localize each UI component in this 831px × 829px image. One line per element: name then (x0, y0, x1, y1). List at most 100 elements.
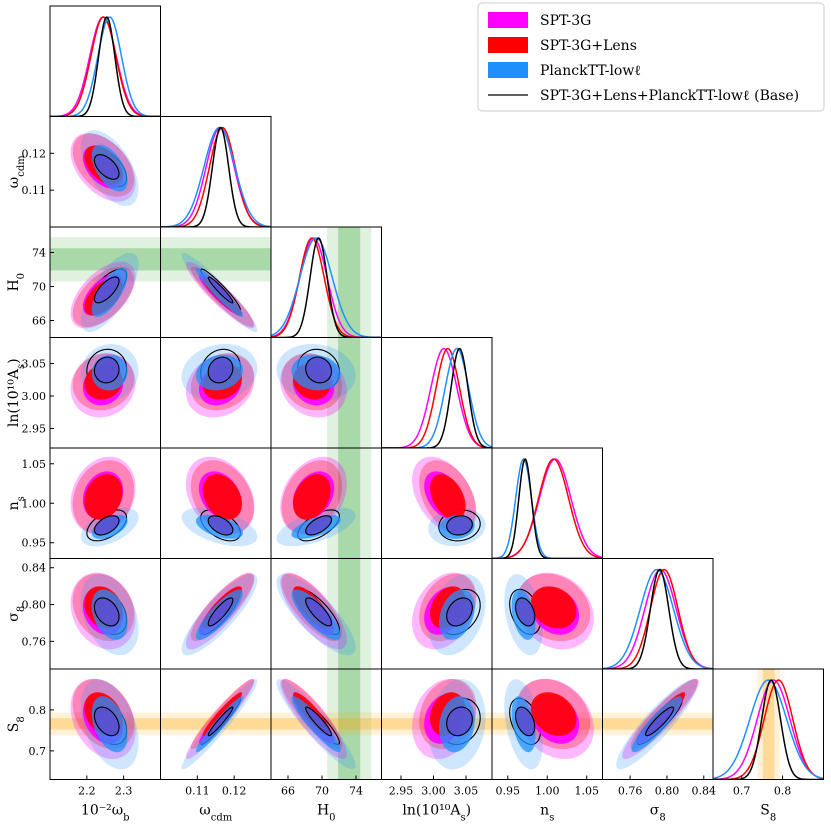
panel-content (602, 678, 713, 770)
panel-content (50, 237, 161, 333)
y-tick-label: 0.80 (22, 599, 47, 612)
panel-H0-ombh2: 66 70 74 H0 (6, 226, 161, 338)
panel-content (492, 457, 603, 559)
panel-ns-ns (491, 447, 603, 559)
panel-H0-H0 (270, 226, 382, 338)
posterior-1d-3 (381, 347, 492, 448)
contour-68-3 (207, 276, 234, 304)
posterior-1d-1 (50, 16, 161, 117)
contour-68-3 (305, 515, 333, 536)
y-tick-label: 1.05 (22, 458, 47, 471)
contour-68-1 (293, 474, 331, 520)
H0-prior-band-h (50, 237, 161, 282)
contour-68-1 (530, 692, 577, 736)
panel-content (492, 678, 603, 770)
x-tick-label: 2.3 (115, 785, 133, 798)
y-tick-label: 3.00 (22, 390, 47, 403)
posterior-1d-2 (492, 458, 603, 559)
posterior-1d-2 (381, 347, 492, 448)
contour-68-3 (446, 597, 473, 627)
y-tick-label: 0.12 (22, 147, 47, 160)
panel-sigma8-logA (381, 558, 493, 670)
x-tick-label: 0.84 (692, 785, 717, 798)
panel-content (713, 669, 824, 780)
panel-S8-H0: 66 70 74 H0 (270, 668, 382, 823)
x-tick-label: 3.00 (421, 785, 446, 798)
x-tick-label: 0.8 (774, 785, 792, 798)
panel-content (276, 448, 372, 559)
panel-content (181, 456, 258, 547)
y-tick-label: 3.05 (22, 358, 47, 371)
panel-sigma8-ombh2: 0.76 0.80 0.84 σ8 (6, 558, 161, 670)
panel-sigma8-sigma8 (602, 558, 714, 670)
H0-prior-band-v (327, 669, 372, 780)
contour-68-3 (514, 597, 536, 627)
panel-content (271, 669, 382, 780)
contour-68-3 (645, 706, 675, 737)
panel-content (50, 678, 161, 770)
x-axis-label: ln(10¹⁰As) (402, 803, 471, 824)
panel-frame (602, 558, 714, 670)
contour-68-3 (207, 356, 234, 384)
y-tick-label: 0.8 (29, 704, 47, 717)
contour-68-3 (305, 597, 333, 627)
posterior-1d-1 (602, 568, 713, 669)
contour-68-3 (207, 706, 234, 737)
panel-content (160, 126, 271, 227)
posterior-1d-0 (50, 16, 161, 117)
y-tick-label: 0.84 (22, 562, 47, 575)
panel-content (70, 130, 139, 206)
H0-prior-band-v (338, 448, 361, 559)
panel-content (70, 572, 139, 656)
panel-content (160, 678, 271, 770)
panel-content (50, 16, 161, 117)
contour-68-3 (207, 597, 234, 627)
posterior-1d-2 (602, 568, 713, 669)
x-tick-label: 0.80 (655, 785, 680, 798)
H0-prior-band-v (338, 558, 361, 669)
posterior-1d-3 (602, 568, 713, 669)
legend-label: SPT-3G+Lens+PlanckTT-lowℓ (Base) (540, 88, 799, 104)
panel-content (271, 227, 382, 338)
posterior-1d-2 (160, 126, 271, 227)
legend-swatch (488, 12, 528, 28)
posterior-1d-3 (160, 126, 271, 227)
x-tick-label: 1.00 (535, 785, 560, 798)
contour-68-1 (202, 474, 242, 520)
contour-68-3 (446, 515, 473, 536)
x-tick-label: 0.11 (185, 785, 210, 798)
legend: SPT-3G SPT-3G+Lens PlanckTT-lowℓ SPT-3G+Len… (477, 2, 825, 112)
panel-content (70, 456, 139, 547)
panel-omch2-omch2 (160, 116, 272, 228)
H0-prior-band-h (160, 248, 271, 271)
y-tick-label: 74 (32, 247, 46, 260)
contour-68-3 (207, 515, 234, 536)
panel-ns-H0 (270, 447, 382, 559)
panel-sigma8-omch2 (160, 558, 272, 670)
H0-prior-band-v (338, 337, 361, 448)
contour-68-3 (93, 515, 120, 536)
posterior-1d-2 (50, 16, 161, 117)
y-axis-label: σ8 (6, 606, 27, 622)
y-tick-label: 2.95 (22, 423, 47, 436)
contour-68-3 (305, 706, 333, 737)
contour-68-3 (93, 154, 120, 180)
panel-S8-ombh2: 2.2 2.3 10⁻²ωb 0.7 0.8S8 (6, 668, 161, 823)
panel-content (276, 558, 372, 669)
x-tick-label: 0.12 (222, 785, 247, 798)
y-tick-label: 0.11 (22, 184, 47, 197)
H0-prior-band-v (327, 337, 372, 448)
panel-ns-ombh2: 0.95 1.00 1.05 ns (6, 447, 161, 559)
panel-S8-logA: 2.95 3.00 3.05 ln(10¹⁰As) (381, 668, 493, 824)
legend-swatch (488, 62, 528, 78)
y-axis-label: ns (6, 496, 27, 510)
legend-label: SPT-3G+Lens (540, 38, 637, 54)
y-tick-label: 1.00 (22, 497, 47, 510)
panel-sigma8-ns (491, 558, 603, 670)
panel-S8-S8: 0.7 0.8 S8 (712, 668, 824, 823)
y-axis-label: H0 (6, 273, 27, 292)
contour-68-1 (530, 586, 577, 629)
